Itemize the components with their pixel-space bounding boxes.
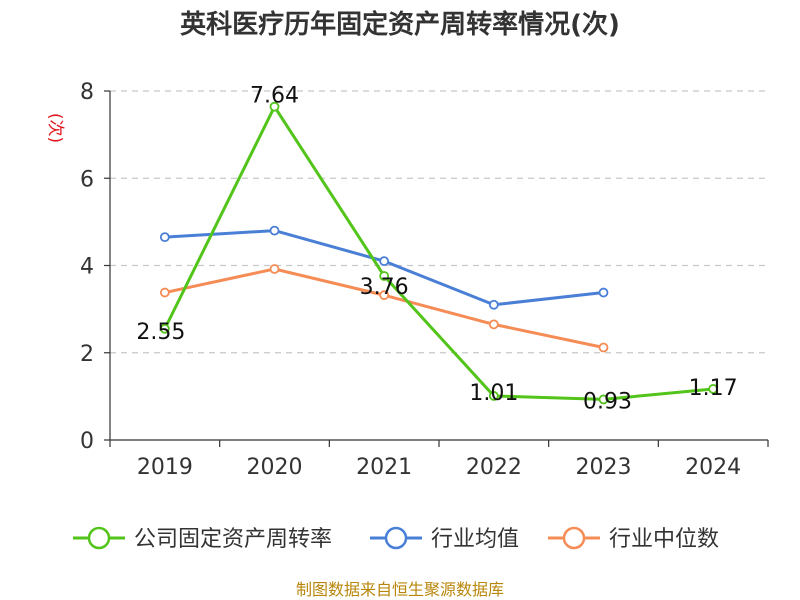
- x-tick-label: 2019: [137, 455, 193, 480]
- legend-label: 行业中位数: [609, 527, 719, 552]
- data-label: 3.76: [360, 275, 409, 300]
- data-point-0: [708, 384, 719, 394]
- y-tick-label: 8: [80, 80, 94, 105]
- legend-label: 公司固定资产周转率: [134, 527, 332, 552]
- y-tick-label: 0: [80, 429, 94, 454]
- chart-title: 英科医疗历年固定资产周转率情况(次): [180, 9, 620, 40]
- data-point-1: [269, 225, 280, 236]
- y-tick-label: 6: [80, 167, 94, 192]
- x-tick-label: 2021: [356, 455, 412, 480]
- data-point-1: [488, 299, 499, 310]
- data-label: 7.64: [250, 84, 299, 109]
- axes: 0 2 4 6 8 2019 2020 2021 2022 2023 2024: [80, 80, 769, 480]
- legend-marker: [87, 526, 111, 550]
- data-labels: 2.55 7.64 3.76 1.01 0.93 1.17: [136, 84, 737, 415]
- x-tick-label: 2023: [576, 455, 632, 480]
- series-lines: [159, 101, 719, 405]
- data-point-0: [269, 101, 280, 112]
- legend-marker: [562, 526, 586, 550]
- data-point-1: [598, 287, 609, 298]
- data-point-0: [488, 391, 499, 401]
- data-point-1: [379, 256, 390, 267]
- x-tick-label: 2024: [685, 455, 741, 480]
- x-tick-label: 2020: [247, 455, 303, 480]
- series-line-0: [163, 105, 714, 401]
- data-point-2: [488, 319, 499, 330]
- source-note: 制图数据来自恒生聚源数据库: [296, 580, 504, 599]
- grid-lines: [110, 90, 768, 354]
- y-tick-label: 4: [80, 255, 94, 280]
- data-label: 0.93: [583, 389, 632, 414]
- data-point-1: [159, 232, 170, 243]
- legend-label: 行业均值: [431, 527, 519, 552]
- data-label: 1.17: [689, 376, 738, 401]
- legend: 公司固定资产周转率 行业均值 行业中位数: [73, 526, 719, 552]
- y-axis-label: (次): [45, 113, 65, 143]
- data-point-2: [379, 290, 390, 301]
- data-point-0: [379, 271, 390, 281]
- data-point-0: [159, 323, 170, 334]
- data-point-2: [269, 264, 280, 274]
- data-label: 2.55: [136, 320, 185, 345]
- data-point-0: [598, 394, 609, 405]
- data-label: 1.01: [469, 381, 518, 406]
- data-point-2: [159, 287, 170, 298]
- legend-marker: [384, 526, 408, 550]
- data-point-2: [598, 342, 609, 353]
- y-tick-label: 2: [80, 342, 94, 367]
- x-tick-label: 2022: [466, 455, 522, 480]
